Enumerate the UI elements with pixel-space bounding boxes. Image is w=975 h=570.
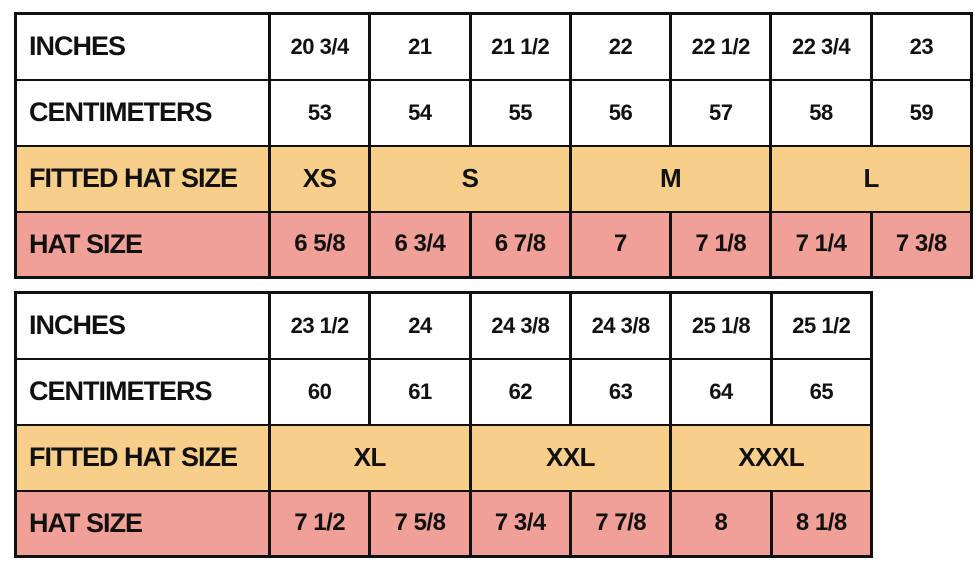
centimeters-row: CENTIMETERS 53 54 55 56 57 58 59 [14, 78, 974, 147]
cell: 24 [368, 291, 472, 360]
cell: 8 [669, 489, 773, 558]
cell: L [769, 144, 973, 213]
cell: 23 1/2 [267, 291, 372, 360]
row-label: CENTIMETERS [14, 78, 271, 147]
fitted-hat-size-row: FITTED HAT SIZE XL XXL XXXL [14, 423, 873, 492]
cell: 65 [769, 357, 874, 426]
row-label: FITTED HAT SIZE [14, 423, 271, 492]
cell: 6 7/8 [468, 210, 572, 279]
cell: 7 1/2 [267, 489, 372, 558]
cell: 59 [869, 78, 974, 147]
cell: 21 [368, 12, 472, 81]
cell: M [568, 144, 773, 213]
hat-size-row: HAT SIZE 7 1/2 7 5/8 7 3/4 7 7/8 8 8 1/8 [14, 489, 874, 558]
cell: 55 [468, 78, 572, 147]
cell: 63 [568, 357, 673, 426]
cell: 22 [568, 12, 673, 81]
inches-row: INCHES 23 1/2 24 24 3/8 24 3/8 25 1/8 25… [14, 291, 874, 360]
size-chart-table-2: INCHES 23 1/2 24 24 3/8 24 3/8 25 1/8 25… [14, 291, 874, 558]
cell: XL [268, 423, 472, 492]
hat-size-row: HAT SIZE 6 5/8 6 3/4 6 7/8 7 7 1/8 7 1/4… [14, 210, 974, 279]
row-label: HAT SIZE [14, 489, 271, 558]
cell: 22 1/2 [669, 12, 773, 81]
cell: 25 1/8 [669, 291, 773, 360]
cell: 64 [669, 357, 773, 426]
cell: 56 [568, 78, 673, 147]
row-label: FITTED HAT SIZE [14, 144, 271, 213]
cell: 53 [267, 78, 372, 147]
cell: 21 1/2 [468, 12, 572, 81]
cell: 7 [568, 210, 673, 279]
row-label: CENTIMETERS [14, 357, 271, 426]
cell: 24 3/8 [468, 291, 572, 360]
cell: 20 3/4 [267, 12, 372, 81]
inches-row: INCHES 20 3/4 21 21 1/2 22 22 1/2 22 3/4… [14, 12, 974, 81]
cell: 7 3/4 [468, 489, 572, 558]
cell: XS [267, 144, 372, 213]
fitted-hat-size-row: FITTED HAT SIZE XS S M L [14, 144, 973, 213]
row-label: INCHES [14, 12, 271, 81]
cell: 7 1/4 [769, 210, 873, 279]
cell: 25 1/2 [769, 291, 874, 360]
cell: 60 [267, 357, 372, 426]
cell: 62 [468, 357, 572, 426]
cell: XXL [468, 423, 673, 492]
cell: 6 5/8 [267, 210, 372, 279]
row-label: HAT SIZE [14, 210, 271, 279]
cell: 7 3/8 [869, 210, 974, 279]
cell: 22 3/4 [769, 12, 873, 81]
cell: 23 [869, 12, 974, 81]
cell: 8 1/8 [769, 489, 874, 558]
cell: 7 7/8 [568, 489, 673, 558]
cell: 54 [368, 78, 472, 147]
cell: 7 5/8 [368, 489, 472, 558]
cell: 58 [769, 78, 873, 147]
size-chart-table-1: INCHES 20 3/4 21 21 1/2 22 22 1/2 22 3/4… [14, 12, 974, 279]
cell: 61 [368, 357, 472, 426]
centimeters-row: CENTIMETERS 60 61 62 63 64 65 [14, 357, 874, 426]
cell: 57 [669, 78, 773, 147]
cell: 6 3/4 [368, 210, 472, 279]
cell: S [368, 144, 572, 213]
cell: 24 3/8 [568, 291, 673, 360]
row-label: INCHES [14, 291, 271, 360]
cell: 7 1/8 [669, 210, 773, 279]
cell: XXXL [669, 423, 873, 492]
